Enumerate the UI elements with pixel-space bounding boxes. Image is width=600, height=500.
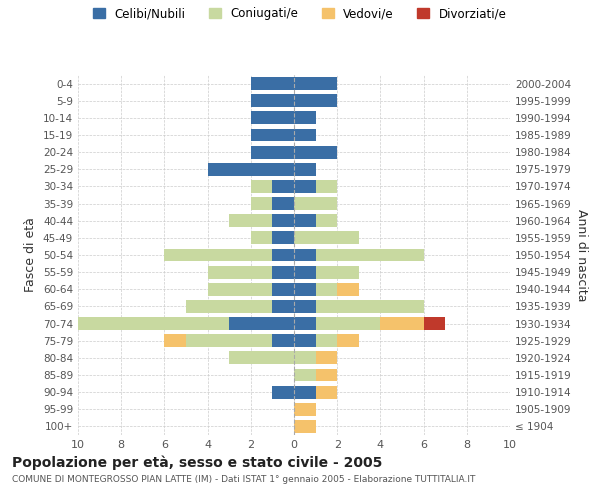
Bar xyxy=(272,232,294,244)
Bar xyxy=(251,112,294,124)
Bar xyxy=(272,214,294,227)
Bar xyxy=(78,317,229,330)
Bar xyxy=(164,334,186,347)
Y-axis label: Anni di nascita: Anni di nascita xyxy=(575,209,588,301)
Bar xyxy=(294,197,337,210)
Text: Popolazione per età, sesso e stato civile - 2005: Popolazione per età, sesso e stato civil… xyxy=(12,455,382,469)
Bar xyxy=(294,180,316,193)
Bar xyxy=(316,214,337,227)
Bar xyxy=(186,334,272,347)
Bar xyxy=(229,352,294,364)
Bar xyxy=(316,283,337,296)
Bar xyxy=(316,334,337,347)
Bar xyxy=(316,317,380,330)
Bar xyxy=(251,180,272,193)
Bar xyxy=(251,197,272,210)
Bar xyxy=(272,248,294,262)
Bar xyxy=(251,232,272,244)
Bar xyxy=(294,334,316,347)
Bar xyxy=(316,368,337,382)
Bar xyxy=(294,283,316,296)
Bar xyxy=(316,266,359,278)
Bar xyxy=(208,266,272,278)
Bar xyxy=(380,317,424,330)
Bar xyxy=(272,197,294,210)
Text: COMUNE DI MONTEGROSSO PIAN LATTE (IM) - Dati ISTAT 1° gennaio 2005 - Elaborazion: COMUNE DI MONTEGROSSO PIAN LATTE (IM) - … xyxy=(12,475,475,484)
Bar xyxy=(272,180,294,193)
Bar xyxy=(294,352,316,364)
Bar xyxy=(229,317,294,330)
Bar xyxy=(294,128,316,141)
Bar xyxy=(337,283,359,296)
Bar xyxy=(337,334,359,347)
Bar xyxy=(294,420,316,433)
Bar xyxy=(229,214,272,227)
Bar xyxy=(294,232,359,244)
Bar xyxy=(316,180,337,193)
Bar xyxy=(316,386,337,398)
Bar xyxy=(294,368,316,382)
Bar xyxy=(294,300,316,313)
Bar xyxy=(294,94,337,107)
Bar xyxy=(294,266,316,278)
Bar xyxy=(164,248,272,262)
Bar xyxy=(272,283,294,296)
Legend: Celibi/Nubili, Coniugati/e, Vedovi/e, Divorziati/e: Celibi/Nubili, Coniugati/e, Vedovi/e, Di… xyxy=(89,2,511,25)
Bar xyxy=(316,248,424,262)
Bar xyxy=(294,214,316,227)
Bar xyxy=(272,334,294,347)
Bar xyxy=(208,283,272,296)
Bar xyxy=(294,248,316,262)
Y-axis label: Fasce di età: Fasce di età xyxy=(25,218,37,292)
Bar xyxy=(294,403,316,415)
Bar xyxy=(294,112,316,124)
Bar xyxy=(294,146,337,158)
Bar xyxy=(251,94,294,107)
Bar xyxy=(316,352,337,364)
Bar xyxy=(251,128,294,141)
Bar xyxy=(272,386,294,398)
Bar xyxy=(294,163,316,175)
Bar xyxy=(424,317,445,330)
Bar xyxy=(272,300,294,313)
Bar xyxy=(208,163,294,175)
Bar xyxy=(294,386,316,398)
Bar xyxy=(272,266,294,278)
Bar xyxy=(316,300,424,313)
Bar xyxy=(251,146,294,158)
Bar xyxy=(294,317,316,330)
Bar xyxy=(251,77,294,90)
Bar xyxy=(186,300,272,313)
Bar xyxy=(294,77,337,90)
